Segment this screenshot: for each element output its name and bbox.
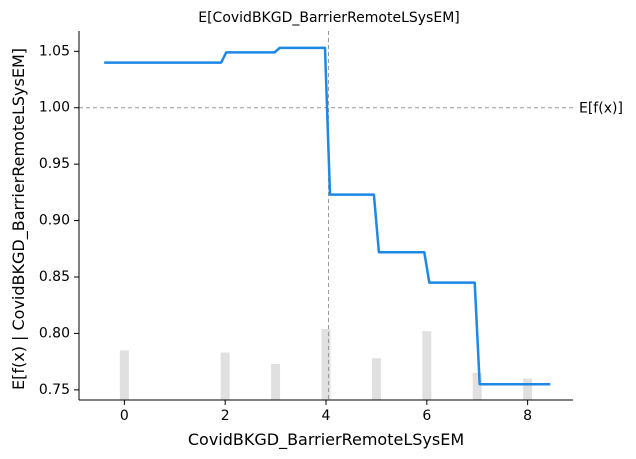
y-tick-label: 0.80 [39,325,70,341]
chart-title: E[CovidBKGD_BarrierRemoteLSysEM] [198,10,460,26]
histogram-bar [119,350,129,400]
x-tick-label: 0 [120,408,129,424]
histogram-bar [271,363,281,400]
histogram-bar [321,328,331,400]
y-tick-label: 0.85 [39,269,70,285]
histogram-bar [220,352,230,400]
reference-lines: E[f(x)] [79,31,623,400]
histogram-bar [371,358,381,400]
x-tick-label: 4 [322,408,331,424]
expected-value-label: E[f(x)] [579,101,623,117]
histogram-bar [523,378,533,400]
histogram-bars [119,328,533,400]
y-tick-label: 0.90 [39,213,70,229]
x-tick-label: 8 [523,408,532,424]
dependence-line [104,46,551,386]
x-tick-label: 6 [422,408,431,424]
y-axis-label: E[f(x) | CovidBKGD_BarrierRemoteLSysEM] [9,48,29,390]
x-tick-label: 2 [221,408,230,424]
y-tick-label: 1.00 [39,100,70,116]
y-tick-label: 0.95 [39,156,70,172]
x-ticks: 0 2 4 6 8 [120,400,532,424]
series-lines [104,46,551,386]
x-axis-label: CovidBKGD_BarrierRemoteLSysEM [188,430,464,450]
y-ticks: 0.75 0.80 0.85 0.90 0.95 1.00 1.05 [39,43,79,398]
axes: 0 2 4 6 8 0.75 0.80 0.85 0.90 0.95 1.00 1.05 [39,31,573,424]
y-tick-label: 0.75 [39,382,70,398]
histogram-bar [472,372,482,400]
histogram-bar [422,331,432,400]
y-tick-label: 1.05 [39,43,70,59]
